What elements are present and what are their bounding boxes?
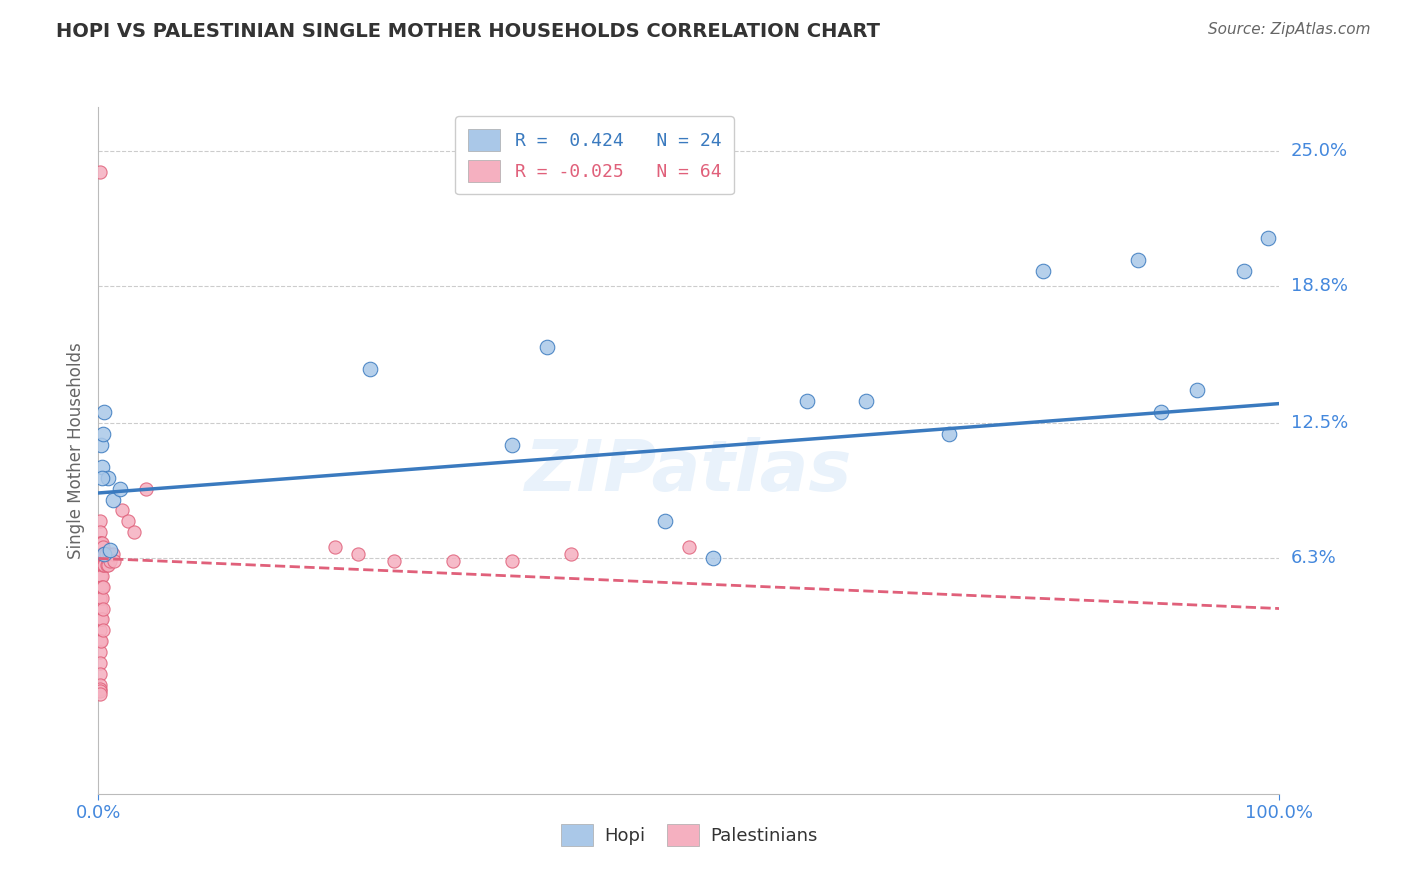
- Point: [90, 601, 112, 615]
- Point: [91, 459, 114, 474]
- Point: [560, 547, 582, 561]
- Point: [91, 536, 114, 550]
- Point: [89, 656, 111, 670]
- Point: [359, 361, 381, 376]
- Point: [91, 624, 114, 638]
- Point: [135, 482, 157, 496]
- Point: [89, 591, 111, 605]
- Point: [89, 536, 111, 550]
- Point: [91, 471, 114, 485]
- Point: [678, 541, 700, 555]
- Point: [654, 514, 676, 528]
- Point: [89, 165, 111, 179]
- Point: [938, 427, 960, 442]
- Point: [347, 547, 370, 561]
- Point: [108, 482, 131, 496]
- Point: [89, 601, 111, 615]
- Point: [89, 612, 111, 626]
- Point: [93, 547, 115, 561]
- Point: [796, 394, 818, 409]
- Text: 6.3%: 6.3%: [1291, 549, 1336, 567]
- Legend: Hopi, Palestinians: Hopi, Palestinians: [554, 817, 824, 854]
- Y-axis label: Single Mother Households: Single Mother Households: [66, 343, 84, 558]
- Point: [382, 553, 405, 567]
- Point: [91, 612, 114, 626]
- Point: [89, 525, 111, 540]
- Point: [90, 569, 112, 583]
- Point: [91, 580, 114, 594]
- Point: [90, 547, 112, 561]
- Point: [93, 547, 115, 561]
- Point: [91, 591, 114, 605]
- Point: [89, 678, 111, 692]
- Point: [91, 547, 114, 561]
- Text: HOPI VS PALESTINIAN SINGLE MOTHER HOUSEHOLDS CORRELATION CHART: HOPI VS PALESTINIAN SINGLE MOTHER HOUSEH…: [56, 22, 880, 41]
- Point: [90, 438, 112, 452]
- Point: [98, 553, 121, 567]
- Point: [89, 547, 111, 561]
- Point: [91, 558, 114, 572]
- Point: [89, 682, 111, 697]
- Point: [111, 503, 134, 517]
- Point: [103, 553, 125, 567]
- Point: [89, 645, 111, 659]
- Point: [89, 687, 111, 701]
- Point: [89, 684, 111, 698]
- Point: [89, 634, 111, 648]
- Point: [91, 569, 114, 583]
- Point: [89, 601, 111, 615]
- Point: [89, 569, 111, 583]
- Point: [1185, 384, 1208, 398]
- Point: [97, 558, 120, 572]
- Point: [91, 427, 114, 442]
- Point: [90, 536, 112, 550]
- Point: [117, 514, 139, 528]
- Point: [89, 514, 111, 528]
- Point: [702, 551, 724, 566]
- Point: [1032, 263, 1054, 277]
- Point: [89, 667, 111, 681]
- Point: [93, 405, 115, 419]
- Point: [501, 438, 523, 452]
- Text: 12.5%: 12.5%: [1291, 414, 1348, 433]
- Point: [91, 541, 114, 555]
- Point: [122, 525, 145, 540]
- Text: ZIPatlas: ZIPatlas: [526, 436, 852, 506]
- Text: Source: ZipAtlas.com: Source: ZipAtlas.com: [1208, 22, 1371, 37]
- Point: [89, 558, 111, 572]
- Point: [441, 553, 464, 567]
- Point: [1150, 405, 1173, 419]
- Point: [101, 547, 124, 561]
- Point: [855, 394, 877, 409]
- Point: [536, 340, 558, 354]
- Point: [90, 612, 112, 626]
- Point: [1126, 252, 1149, 267]
- Point: [1233, 263, 1256, 277]
- Point: [91, 601, 114, 615]
- Point: [98, 542, 121, 557]
- Point: [323, 541, 346, 555]
- Point: [96, 558, 118, 572]
- Point: [89, 547, 111, 561]
- Point: [89, 580, 111, 594]
- Point: [1257, 231, 1279, 245]
- Point: [89, 591, 111, 605]
- Point: [90, 634, 112, 648]
- Point: [91, 558, 114, 572]
- Point: [101, 492, 124, 507]
- Point: [89, 624, 111, 638]
- Text: 25.0%: 25.0%: [1291, 142, 1348, 160]
- Point: [89, 580, 111, 594]
- Text: 18.8%: 18.8%: [1291, 277, 1347, 295]
- Point: [501, 553, 523, 567]
- Point: [98, 547, 121, 561]
- Point: [94, 547, 117, 561]
- Point: [89, 569, 111, 583]
- Point: [90, 580, 112, 594]
- Point: [97, 471, 120, 485]
- Point: [93, 558, 115, 572]
- Point: [91, 580, 114, 594]
